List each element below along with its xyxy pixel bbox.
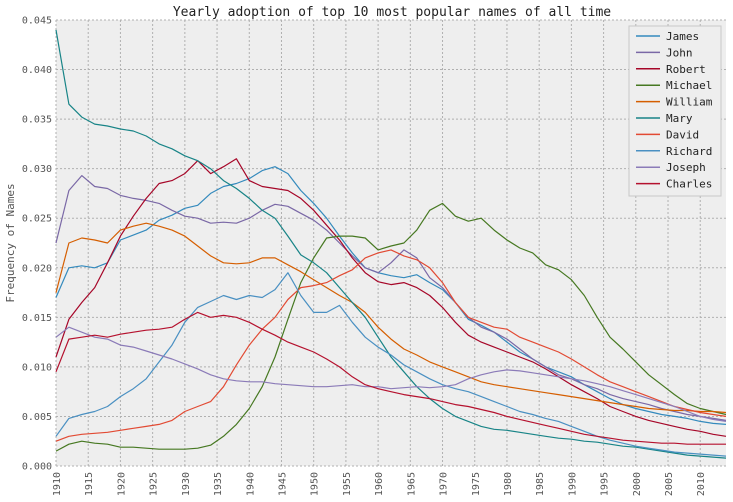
- x-tick-label: 1945: [277, 472, 288, 496]
- series-line-mary: [55, 29, 727, 459]
- x-axis-ticks: 1910 1915 1920 1925 1930 1935 1940 1945 1950 1955…: [52, 472, 707, 496]
- legend-label-james: James: [666, 30, 699, 43]
- x-tick-label: 1985: [535, 472, 546, 496]
- y-tick-label: 0.035: [22, 115, 52, 126]
- series-line-joseph: [55, 326, 727, 422]
- legend-label-michael: Michael: [666, 79, 712, 92]
- series-line-michael: [55, 202, 727, 452]
- legend: James John Robert Michael William Mary David Ri…: [628, 25, 722, 197]
- x-tick-label: 2010: [696, 472, 707, 496]
- y-tick-label: 0.005: [22, 412, 52, 423]
- x-tick-label: 2000: [632, 472, 643, 496]
- x-tick-label: 1935: [213, 472, 224, 496]
- series-line-david: [55, 249, 727, 442]
- series-line-john: [55, 175, 727, 421]
- y-tick-label: 0.030: [22, 164, 52, 175]
- x-tick-label: 1920: [116, 472, 127, 496]
- x-tick-label: 1970: [439, 472, 450, 496]
- x-tick-label: 1940: [245, 472, 256, 496]
- y-tick-label: 0.040: [22, 65, 52, 76]
- series-lines: [55, 29, 727, 459]
- x-tick-label: 1925: [149, 472, 160, 496]
- legend-label-robert: Robert: [666, 63, 706, 76]
- y-tick-label: 0.020: [22, 263, 52, 274]
- x-tick-label: 1930: [181, 472, 192, 496]
- x-tick-label: 1990: [567, 472, 578, 496]
- y-axis-ticks: 0.000 0.005 0.010 0.015 0.020 0.025 0.030 0.035…: [22, 16, 52, 473]
- x-tick-label: 1960: [374, 472, 385, 496]
- y-tick-label: 0.010: [22, 362, 52, 373]
- legend-label-william: William: [666, 96, 713, 109]
- legend-label-charles: Charles: [666, 178, 712, 191]
- chart-title: Yearly adoption of top 10 most popular n…: [173, 5, 611, 20]
- series-line-william: [55, 222, 727, 414]
- y-tick-label: 0.045: [22, 16, 52, 27]
- x-tick-label: 1955: [342, 472, 353, 496]
- legend-label-mary: Mary: [666, 112, 693, 125]
- legend-label-david: David: [666, 128, 699, 141]
- x-tick-label: 1910: [52, 472, 63, 496]
- y-axis-label: Frequency of Names: [4, 183, 17, 302]
- series-line-charles: [55, 311, 726, 445]
- x-tick-label: 1980: [503, 472, 514, 496]
- x-tick-label: 1915: [84, 472, 95, 496]
- series-line-james: [55, 166, 727, 425]
- x-tick-label: 1965: [406, 472, 417, 496]
- x-tick-label: 1975: [471, 472, 482, 496]
- y-tick-label: 0.015: [22, 313, 52, 324]
- legend-label-richard: Richard: [666, 145, 712, 158]
- x-tick-label: 1950: [310, 472, 321, 496]
- y-tick-label: 0.000: [22, 462, 52, 473]
- legend-label-john: John: [666, 46, 693, 59]
- legend-label-joseph: Joseph: [666, 161, 706, 174]
- series-line-richard: [55, 272, 727, 457]
- series-line-robert: [55, 158, 727, 437]
- y-tick-label: 0.025: [22, 214, 52, 225]
- x-tick-label: 2005: [664, 472, 675, 496]
- x-tick-label: 1995: [600, 472, 611, 496]
